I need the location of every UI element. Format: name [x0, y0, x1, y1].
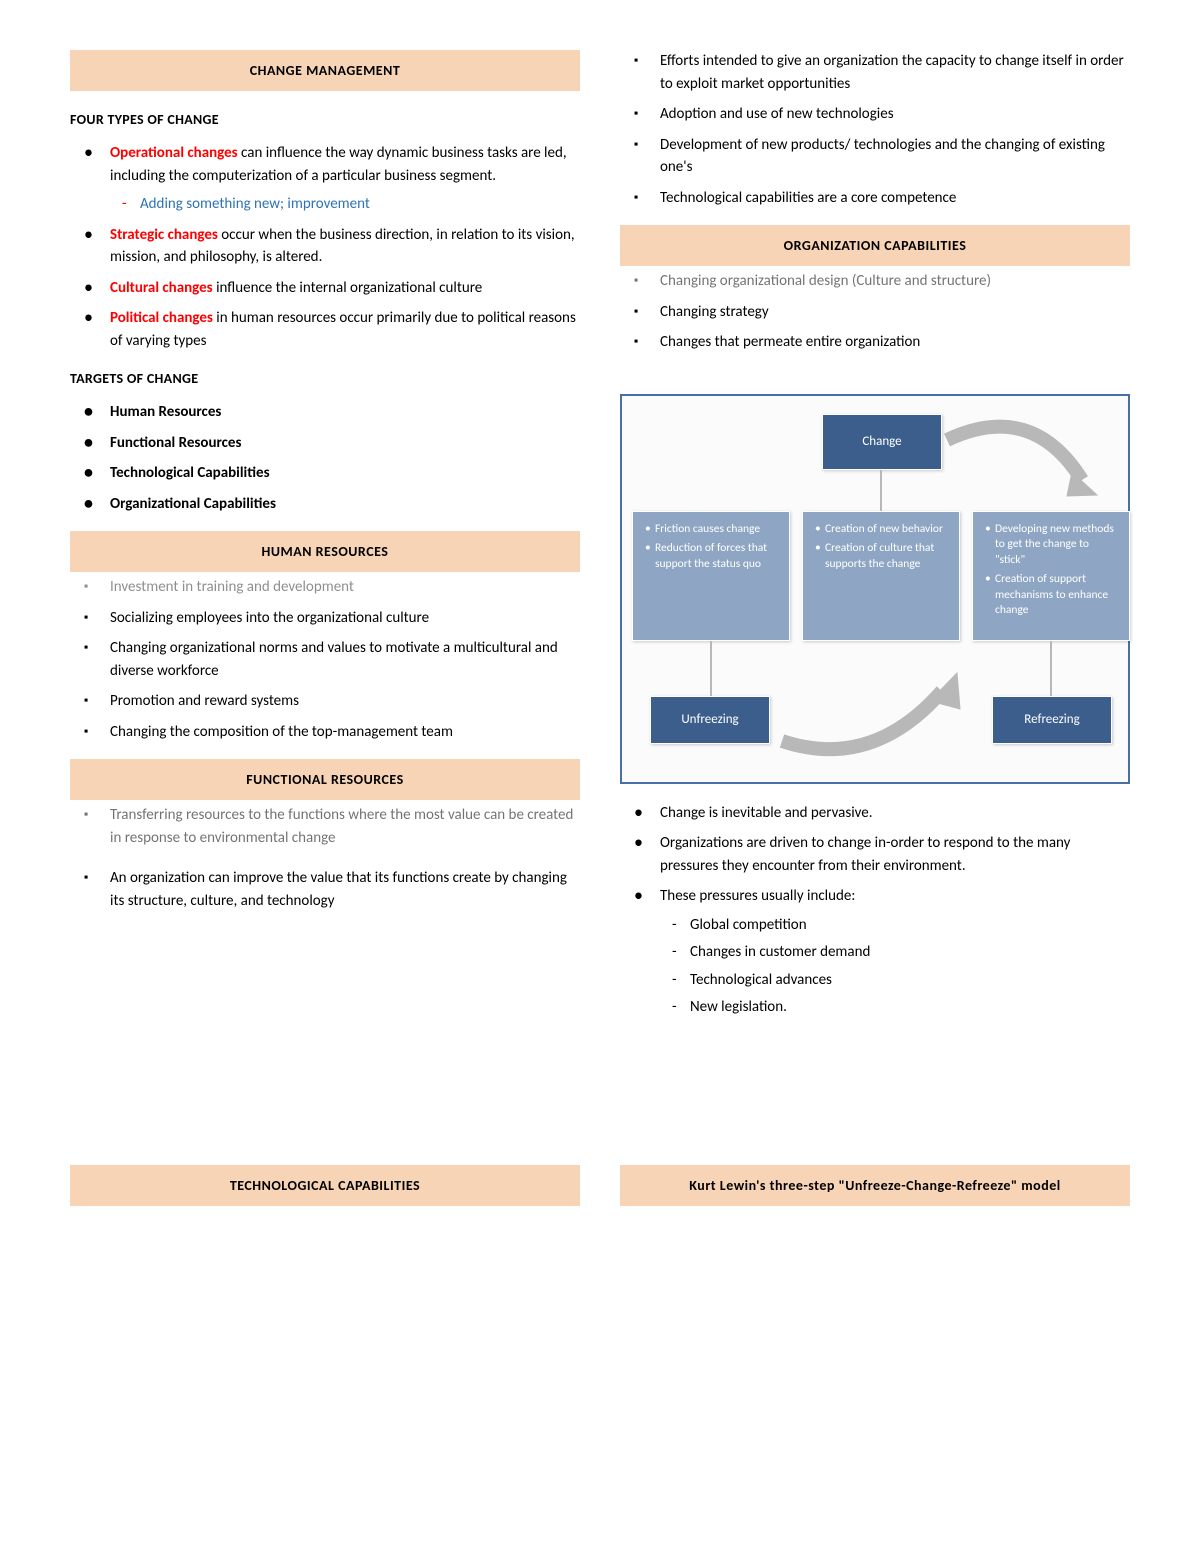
fr-list: Transferring resources to the functions … — [70, 804, 580, 849]
diagram-unfreezing-box: Unfreezing — [650, 696, 770, 744]
tech-cap-band: TECHNOLOGICAL CAPABILITIES — [70, 1165, 580, 1206]
list-item: Socializing employees into the organizat… — [104, 607, 580, 630]
list-item: An organization can improve the value th… — [104, 867, 580, 912]
list-item: Change is inevitable and pervasive. — [654, 802, 1130, 825]
left-column: CHANGE MANAGEMENT FOUR TYPES OF CHANGE O… — [70, 50, 580, 1035]
diagram-text: Creation of new behavior — [815, 522, 947, 538]
diagram-text: Reduction of forces that support the sta… — [645, 541, 777, 572]
arrow-icon — [772, 661, 972, 761]
diagram-refreezing-box: Refreezing — [992, 696, 1112, 744]
list-item: Strategic changes occur when the busines… — [104, 224, 580, 269]
term-political: Political changes — [110, 309, 213, 327]
diagram-text: Developing new methods to get the change… — [985, 522, 1117, 569]
term-operational: Operational changes — [110, 144, 238, 162]
list-item: These pressures usually include: Global … — [654, 885, 1130, 1019]
list-item: Functional Resources — [104, 432, 580, 455]
list-item: Changes that permeate entire organizatio… — [654, 331, 1130, 354]
below-diagram-list: Change is inevitable and pervasive. Orga… — [620, 802, 1130, 1019]
main-columns: CHANGE MANAGEMENT FOUR TYPES OF CHANGE O… — [70, 50, 1130, 1035]
list-item: Development of new products/ technologie… — [654, 134, 1130, 179]
fr-band: FUNCTIONAL RESOURCES — [70, 759, 580, 800]
list-item: Adoption and use of new technologies — [654, 103, 1130, 126]
org-list: Changing organizational design (Culture … — [620, 270, 1130, 354]
pressures-intro: These pressures usually include: — [660, 887, 855, 905]
list-item: Technological Capabilities — [104, 462, 580, 485]
list-item: Changing organizational norms and values… — [104, 637, 580, 682]
list-item: New legislation. — [686, 996, 1130, 1019]
sub-note: Adding something new; improvement — [136, 193, 580, 216]
targets-list: Human Resources Functional Resources Tec… — [70, 401, 580, 515]
list-item: Organizations are driven to change in-or… — [654, 832, 1130, 877]
diagram-label: Refreezing — [1024, 710, 1079, 730]
footer-row: TECHNOLOGICAL CAPABILITIES Kurt Lewin's … — [70, 1075, 1130, 1224]
list-item: Changing organizational design (Culture … — [654, 270, 1130, 293]
tech-items: Efforts intended to give an organization… — [620, 50, 1130, 209]
connector-line — [880, 470, 882, 511]
list-item: Promotion and reward systems — [104, 690, 580, 713]
diagram-unfreeze-desc: Friction causes change Reduction of forc… — [632, 511, 790, 641]
diagram-change-desc: Creation of new behavior Creation of cul… — [802, 511, 960, 641]
diagram-text: Creation of culture that supports the ch… — [815, 541, 947, 572]
list-item: Transferring resources to the functions … — [104, 804, 580, 849]
list-item: Changing the composition of the top-mana… — [104, 721, 580, 744]
list-item: Changing strategy — [654, 301, 1130, 324]
change-mgmt-band: CHANGE MANAGEMENT — [70, 50, 580, 91]
list-item: Efforts intended to give an organization… — [654, 50, 1130, 95]
list-item: Changes in customer demand — [686, 941, 1130, 964]
footer-left: TECHNOLOGICAL CAPABILITIES — [70, 1075, 580, 1224]
list-item: Cultural changes influence the internal … — [104, 277, 580, 300]
lewin-band: Kurt Lewin's three-step "Unfreeze-Change… — [620, 1165, 1130, 1206]
diagram-refreeze-desc: Developing new methods to get the change… — [972, 511, 1130, 641]
term-strategic: Strategic changes — [110, 226, 218, 244]
list-item: Organizational Capabilities — [104, 493, 580, 516]
section-four-types: FOUR TYPES OF CHANGE — [70, 109, 580, 130]
fr-list-2: An organization can improve the value th… — [70, 867, 580, 912]
org-cap-band: ORGANIZATION CAPABILITIES — [620, 225, 1130, 266]
list-item: Human Resources — [104, 401, 580, 424]
connector-line — [710, 641, 712, 696]
diagram-label: Change — [862, 432, 901, 452]
list-item: Investment in training and development — [104, 576, 580, 599]
section-targets: TARGETS OF CHANGE — [70, 368, 580, 389]
list-item: Political changes in human resources occ… — [104, 307, 580, 352]
term-cultural: Cultural changes — [110, 279, 213, 297]
diagram-label: Unfreezing — [681, 710, 738, 730]
footer-right: Kurt Lewin's three-step "Unfreeze-Change… — [620, 1075, 1130, 1224]
term-rest: influence the internal organizational cu… — [213, 279, 483, 297]
connector-line — [1050, 641, 1052, 696]
diagram-text: Friction causes change — [645, 522, 777, 538]
right-column: Efforts intended to give an organization… — [620, 50, 1130, 1035]
sub-note-list: Adding something new; improvement — [110, 193, 580, 216]
list-item: Global competition — [686, 914, 1130, 937]
list-item: Technological advances — [686, 969, 1130, 992]
diagram-change-box: Change — [822, 414, 942, 470]
types-of-change-list: Operational changes can influence the wa… — [70, 142, 580, 352]
lewin-diagram: Change Friction causes change Reduction … — [620, 394, 1130, 784]
hr-band: HUMAN RESOURCES — [70, 531, 580, 572]
arrow-icon — [942, 410, 1112, 520]
hr-list: Investment in training and development S… — [70, 576, 580, 743]
list-item: Operational changes can influence the wa… — [104, 142, 580, 216]
pressures-list: Global competition Changes in customer d… — [660, 914, 1130, 1019]
diagram-text: Creation of support mechanisms to enhanc… — [985, 572, 1117, 619]
list-item: Technological capabilities are a core co… — [654, 187, 1130, 210]
